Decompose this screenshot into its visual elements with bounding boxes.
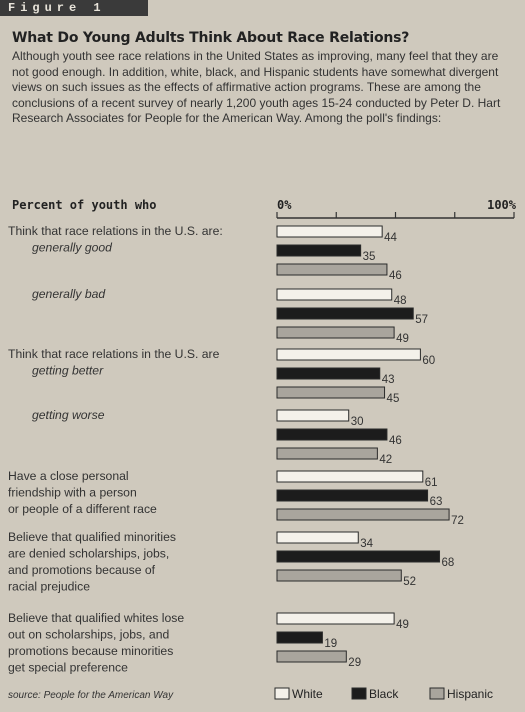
bar-black [276, 307, 414, 320]
bar-black [276, 428, 388, 441]
figure-tag: Figure 1 [0, 0, 148, 16]
legend-swatch-black [351, 687, 367, 700]
value-label-white: 30 [351, 416, 364, 428]
value-label-white: 44 [384, 232, 397, 244]
value-label-hispanic: 29 [348, 657, 361, 669]
chart-headline: What Do Young Adults Think About Race Re… [12, 30, 410, 46]
bar-black [276, 631, 323, 644]
value-label-hispanic: 52 [403, 576, 416, 588]
value-label-black: 19 [324, 638, 337, 650]
value-label-white: 60 [422, 355, 435, 367]
group-question: out on scholarships, jobs, and [8, 628, 169, 642]
legend-swatch-hispanic [429, 687, 445, 700]
bar-hispanic [276, 650, 347, 663]
value-label-hispanic: 42 [379, 454, 392, 466]
bar-white [276, 612, 395, 625]
bar-hispanic [276, 569, 402, 582]
group-question: racial prejudice [8, 580, 90, 594]
value-label-black: 43 [382, 374, 395, 386]
value-label-black: 68 [442, 557, 455, 569]
group-question: get special preference [8, 661, 128, 675]
value-label-hispanic: 46 [389, 270, 402, 282]
group-sub-label: getting worse [32, 408, 105, 422]
bar-black [276, 367, 381, 380]
group-question: friendship with a person [8, 486, 137, 500]
value-label-white: 61 [425, 477, 438, 489]
bar-black [276, 550, 441, 563]
group-sub-label: getting better [32, 364, 104, 378]
bar-white [276, 531, 359, 544]
bar-white [276, 470, 424, 483]
value-label-hispanic: 45 [387, 393, 400, 405]
legend-label-black: Black [369, 687, 399, 701]
bar-hispanic [276, 508, 450, 521]
legend-swatch-white [274, 687, 290, 700]
bar-white [276, 288, 393, 301]
value-label-black: 57 [415, 314, 428, 326]
bar-black [276, 244, 362, 257]
intro-paragraph: Although youth see race relations in the… [12, 49, 501, 125]
group-sub-label: generally bad [32, 287, 106, 301]
axis-label-max: 100% [487, 198, 517, 212]
bar-white [276, 409, 350, 422]
value-label-black: 46 [389, 435, 402, 447]
value-label-hispanic: 49 [396, 333, 409, 345]
value-label-white: 48 [394, 295, 407, 307]
group-question: or people of a different race [8, 502, 157, 516]
value-label-white: 49 [396, 619, 409, 631]
group-question: promotions because minorities [8, 644, 173, 658]
bar-white [276, 225, 383, 238]
group-question: Believe that qualified minorities [8, 530, 176, 544]
axis-label-min: 0% [277, 198, 292, 212]
source-note: source: People for the American Way [8, 690, 174, 701]
group-question: Have a close personal [8, 469, 129, 483]
group-question: Believe that qualified whites lose [8, 611, 184, 625]
bar-hispanic [276, 326, 395, 339]
bar-hispanic [276, 447, 378, 460]
group-question: Think that race relations in the U.S. ar… [8, 224, 223, 238]
bar-black [276, 489, 429, 502]
legend-label-white: White [292, 687, 323, 701]
legend-label-hispanic: Hispanic [447, 687, 493, 701]
group-question: are denied scholarships, jobs, [8, 547, 169, 561]
group-question: Think that race relations in the U.S. ar… [8, 347, 220, 361]
bar-hispanic [276, 386, 386, 399]
group-sub-label: generally good [32, 241, 113, 255]
bar-hispanic [276, 263, 388, 276]
bar-white [276, 348, 421, 361]
value-label-black: 35 [363, 251, 376, 263]
chart-title: Percent of youth who [12, 198, 157, 212]
value-label-white: 34 [360, 538, 373, 550]
value-label-hispanic: 72 [451, 515, 464, 527]
group-question: and promotions because of [8, 563, 156, 577]
value-label-black: 63 [430, 496, 443, 508]
